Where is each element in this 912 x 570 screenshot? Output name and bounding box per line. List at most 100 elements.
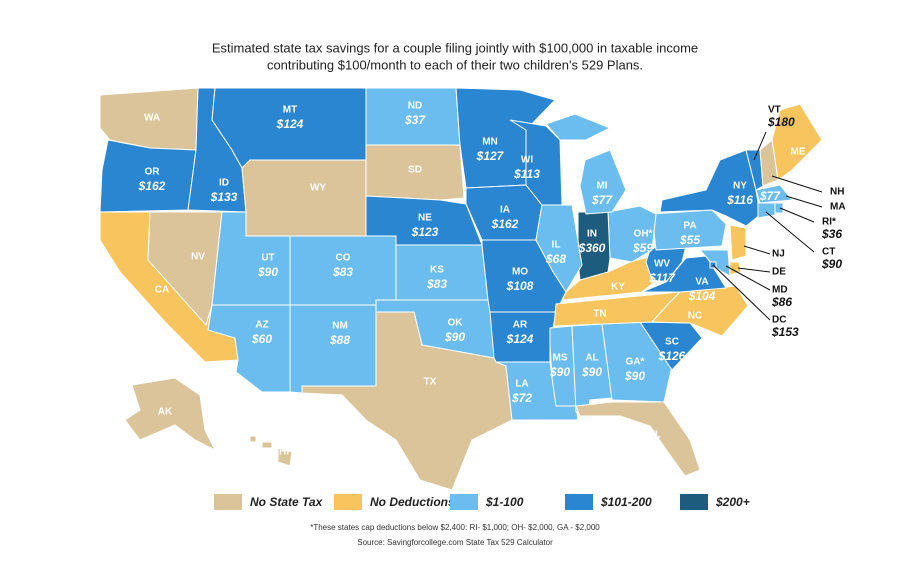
state-shape: [365, 144, 465, 201]
legend-swatch: [450, 494, 478, 510]
state-shape: [277, 447, 293, 467]
state-value: $60: [251, 332, 272, 346]
footnote: *These states cap deductions below $2,40…: [310, 523, 600, 532]
state-shape: [774, 202, 784, 214]
state-value: $162: [491, 217, 519, 231]
state-value: $77: [759, 189, 781, 203]
state-shape: [289, 304, 377, 394]
state-value: $124: [506, 332, 534, 346]
state-value: $133: [210, 190, 238, 204]
state-abbr: WI: [521, 155, 533, 166]
callout-line: [743, 245, 771, 255]
title-line: contributing $100/month to each of their…: [267, 57, 643, 72]
state-value: $113: [513, 167, 540, 181]
state-abbr: UT: [261, 253, 274, 264]
state-abbr: VA: [695, 277, 708, 288]
state-abbr: PA: [683, 221, 696, 232]
state-shape: [509, 119, 563, 206]
state-abbr: SC: [665, 337, 679, 348]
legend-label: No State Tax: [250, 495, 324, 509]
state-abbr: GA*: [626, 357, 645, 368]
state-value: $83: [332, 265, 353, 279]
state-value: $117: [648, 271, 676, 285]
state-abbr: TN: [593, 309, 606, 320]
legend: No State Tax No Deductions $1-100 $101-200 $…: [214, 494, 750, 510]
state-abbr: NJ: [772, 249, 785, 260]
state-abbr: ND: [408, 101, 422, 112]
legend-label: $101-200: [600, 495, 652, 509]
state-shape: [261, 441, 273, 449]
state-shape: [579, 149, 627, 215]
callout-line: [765, 211, 815, 253]
state-value: $360: [578, 241, 606, 255]
state-shape: [147, 211, 223, 326]
state-shape: [575, 401, 701, 477]
state-value: $36: [821, 227, 842, 241]
state-shape: [249, 435, 257, 443]
state-value: $90: [549, 365, 570, 379]
legend-label: No Deductions: [370, 495, 455, 509]
state-abbr: KS: [430, 265, 444, 276]
state-value: $123: [411, 225, 439, 239]
state-abbr: MS: [553, 353, 568, 364]
state-value: $126: [658, 349, 686, 363]
state-abbr: TX: [424, 377, 437, 388]
state-shape: [759, 139, 779, 187]
state-value: $108: [506, 279, 534, 293]
legend-swatch: [334, 494, 362, 510]
callout-line: [737, 267, 771, 273]
state-value: $162: [138, 179, 166, 193]
state-shape: [535, 204, 583, 293]
callout-line: [725, 265, 771, 291]
callout-line: [712, 264, 771, 321]
state-abbr: OR: [145, 167, 161, 178]
state-abbr: NV: [191, 252, 205, 263]
state-abbr: DC: [772, 315, 786, 326]
state-abbr: IN: [587, 229, 597, 240]
state-value: $153: [771, 325, 799, 339]
state-abbr: NC: [688, 311, 702, 322]
state-abbr: DE: [772, 267, 786, 278]
state-abbr: NM: [332, 321, 348, 332]
legend-label: $1-100: [485, 495, 524, 509]
state-value: $127: [476, 149, 505, 163]
state-abbr: IL: [552, 240, 561, 251]
state-shape: [241, 159, 367, 237]
callout-line: [785, 195, 823, 208]
state-shape: [553, 291, 682, 327]
callout-line: [753, 131, 767, 161]
state-shape: [729, 224, 747, 261]
state-abbr: OH*: [634, 229, 653, 240]
callout-line: [771, 175, 823, 193]
state-value: $77: [591, 193, 613, 207]
state-abbr: WV: [654, 259, 670, 270]
title-line: Estimated state tax savings for a couple…: [212, 40, 698, 55]
state-shape: [755, 184, 793, 204]
state-abbr: IA: [500, 205, 510, 216]
state-value: $88: [329, 333, 350, 347]
state-abbr: WY: [310, 183, 326, 194]
legend-swatch: [680, 494, 708, 510]
state-value: $90: [624, 369, 645, 383]
state-abbr: AR: [513, 320, 528, 331]
state-value: $90: [821, 257, 842, 271]
state-abbr: AL: [585, 353, 598, 364]
state-abbr: MO: [512, 267, 528, 278]
legend-swatch: [565, 494, 593, 510]
state-abbr: SD: [408, 165, 422, 176]
state-value: $59: [632, 241, 653, 255]
state-value: $180: [767, 115, 795, 129]
state-abbr: ME: [791, 147, 806, 158]
state-abbr: WA: [144, 113, 160, 124]
state-abbr: MI: [596, 181, 607, 192]
state-value: $116: [726, 193, 753, 207]
state-value: $68: [545, 252, 566, 266]
state-abbr: KY: [611, 282, 625, 293]
state-abbr: MD: [772, 285, 788, 296]
state-abbr: MA: [830, 202, 846, 213]
state-value: $104: [688, 289, 716, 303]
legend-swatch: [214, 494, 242, 510]
state-value: $86: [771, 295, 792, 309]
state-abbr: OK: [448, 318, 464, 329]
state-abbr: MN: [482, 137, 498, 148]
